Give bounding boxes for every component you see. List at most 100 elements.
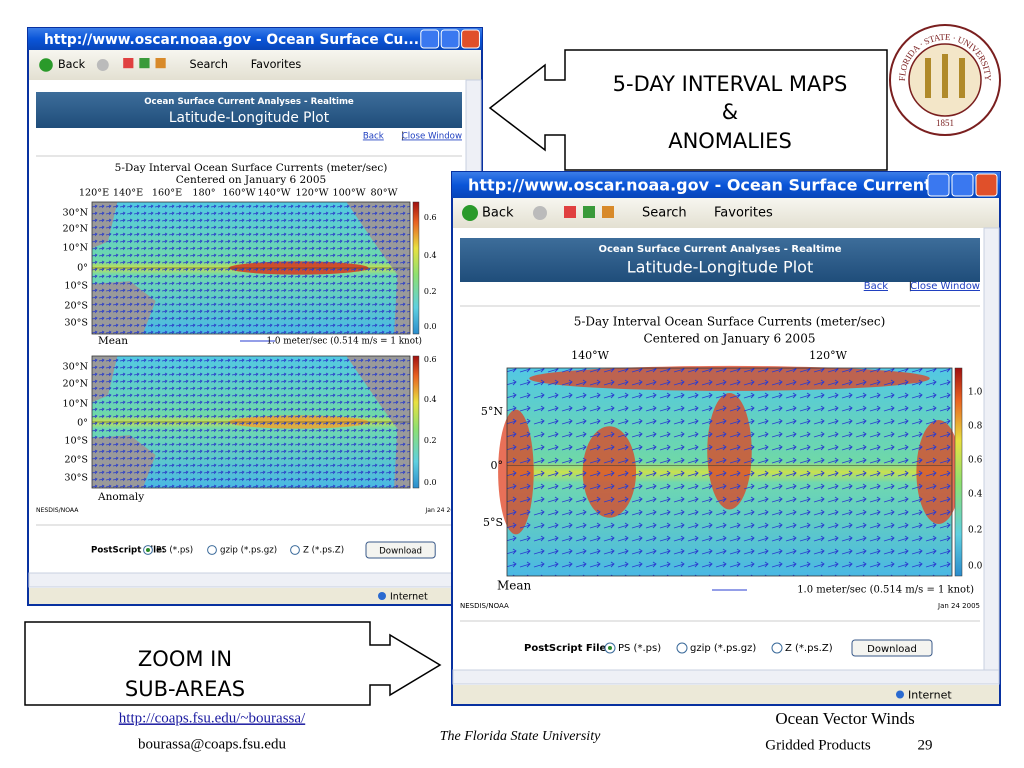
colorbar	[412, 201, 420, 335]
y-axis-label: 0°	[77, 418, 88, 429]
download-button[interactable]	[365, 541, 436, 559]
footer-page: 29	[918, 737, 933, 753]
callout-text: &	[722, 100, 738, 124]
internet-icon	[378, 592, 386, 600]
download-label[interactable]: Download	[867, 644, 917, 655]
scale-note: 1.0 meter/sec (0.514 m/s = 1 knot)	[266, 336, 422, 347]
plot-subtitle: Centered on January 6 2005	[176, 174, 326, 186]
stop-icon[interactable]	[123, 58, 134, 69]
home-icon[interactable]	[155, 58, 166, 69]
radio-label[interactable]: Z (*.ps.Z)	[303, 546, 344, 556]
colorbar-label: 1.0	[968, 388, 983, 398]
radio-label[interactable]: gzip (*.ps.gz)	[220, 546, 277, 556]
y-axis-label: 20°N	[63, 379, 88, 390]
maximize-button[interactable]	[440, 29, 460, 49]
colorbar	[954, 367, 963, 577]
radio-label[interactable]: PS (*.ps)	[156, 546, 193, 556]
refresh-icon[interactable]	[583, 206, 595, 218]
search-button[interactable]: Search	[642, 206, 687, 221]
x-axis-label: 140°W	[571, 349, 609, 362]
y-axis-label: 20°N	[63, 224, 88, 235]
radio-button[interactable]	[207, 545, 217, 555]
close-button[interactable]	[975, 173, 998, 197]
plot-title: 5-Day Interval Ocean Surface Currents (m…	[115, 162, 388, 174]
back-icon[interactable]	[462, 205, 478, 221]
radio-selected	[146, 548, 150, 552]
close-window-link[interactable]: Close Window	[910, 281, 980, 292]
status-zone: Internet	[390, 592, 428, 603]
colorbar	[412, 355, 420, 489]
footer-section: Gridded Products	[765, 737, 871, 753]
footer-email: bourassa@coaps.fsu.edu	[138, 736, 286, 752]
postscript-label: PostScript File:	[524, 643, 610, 654]
y-axis-label: 10°N	[63, 243, 88, 254]
radio-label[interactable]: gzip (*.ps.gz)	[690, 643, 756, 654]
postscript-label: PostScript File:	[91, 546, 165, 556]
back-link[interactable]: Back	[363, 132, 384, 142]
colorbar-label: 0.4	[424, 395, 437, 404]
search-button[interactable]: Search	[190, 58, 228, 71]
title-bar	[28, 28, 482, 50]
scale-note: 1.0 meter/sec (0.514 m/s = 1 knot)	[797, 585, 974, 596]
favorites-button[interactable]: Favorites	[251, 58, 302, 71]
download-label[interactable]: Download	[379, 547, 422, 557]
favorites-button[interactable]: Favorites	[714, 206, 773, 221]
windows: http://www.oscar.noaa.gov - Ocean Surfac…	[27, 27, 1001, 706]
map-border	[91, 355, 411, 489]
window-title: http://www.oscar.noaa.gov - Ocean Surfac…	[44, 32, 419, 48]
y-axis-label: 5°N	[481, 405, 503, 418]
radio-button[interactable]	[290, 545, 300, 555]
colorbar-label: 0.8	[968, 422, 983, 432]
back-icon[interactable]	[39, 58, 53, 72]
close-window-link[interactable]: Close Window	[402, 132, 462, 142]
radio-button[interactable]	[771, 642, 783, 654]
y-axis-label: 10°N	[63, 399, 88, 410]
back-button[interactable]: Back	[58, 58, 86, 71]
minimize-button[interactable]	[420, 29, 440, 49]
horizontal-scrollbar	[452, 669, 1000, 685]
panel-label: Mean	[497, 579, 532, 593]
seal: FLORIDA · STATE · UNIVERSITY 1851	[889, 24, 1001, 136]
banner-title: Latitude-Longitude Plot	[169, 110, 330, 126]
y-axis-label: 30°S	[64, 473, 88, 484]
stop-icon[interactable]	[564, 206, 576, 218]
forward-icon[interactable]	[96, 59, 109, 71]
plot-date: Jan 24 2005	[937, 602, 980, 610]
browser-window: http://www.oscar.noaa.gov - Ocean Surfac…	[451, 171, 1001, 706]
banner-subtitle: Ocean Surface Current Analyses - Realtim…	[144, 97, 354, 107]
status-bar	[29, 588, 481, 604]
colorbar-label: 0.0	[968, 562, 983, 572]
back-button[interactable]: Back	[482, 206, 514, 221]
radio-label[interactable]: Z (*.ps.Z)	[785, 643, 833, 654]
back-link[interactable]: Back	[864, 281, 888, 292]
download-button[interactable]	[851, 639, 933, 657]
maximize-button[interactable]	[951, 173, 974, 197]
y-axis-label: 10°S	[64, 436, 88, 447]
minimize-button[interactable]	[927, 173, 950, 197]
colorbar-label: 0.4	[968, 490, 983, 500]
home-icon[interactable]	[602, 206, 614, 218]
map-border	[91, 201, 411, 335]
y-axis-label: 5°S	[483, 516, 503, 529]
colorbar-label: 0.6	[968, 456, 983, 466]
x-axis-label: 140°W	[257, 188, 290, 199]
link-separator: |	[909, 281, 912, 292]
refresh-icon[interactable]	[139, 58, 150, 69]
forward-icon[interactable]	[533, 206, 547, 220]
banner-subtitle: Ocean Surface Current Analyses - Realtim…	[598, 244, 841, 255]
horizontal-scrollbar	[28, 572, 482, 588]
radio-button[interactable]	[676, 642, 688, 654]
callout-text: ANOMALIES	[668, 129, 792, 153]
radio-label[interactable]: PS (*.ps)	[618, 643, 661, 654]
y-axis-label: 20°S	[64, 455, 88, 466]
footer-url[interactable]: http://coaps.fsu.edu/~bourassa/	[119, 710, 306, 726]
plot-subtitle: Centered on January 6 2005	[644, 332, 816, 346]
callout-text: ZOOM IN	[138, 647, 232, 671]
close-button[interactable]	[461, 29, 480, 49]
browser-window: http://www.oscar.noaa.gov - Ocean Surfac…	[27, 27, 483, 606]
footer-talk: Ocean Vector Winds	[775, 709, 914, 728]
credit: NESDIS/NOAA	[460, 602, 509, 610]
banner-title: Latitude-Longitude Plot	[627, 258, 813, 277]
x-axis-label: 100°W	[332, 188, 365, 199]
